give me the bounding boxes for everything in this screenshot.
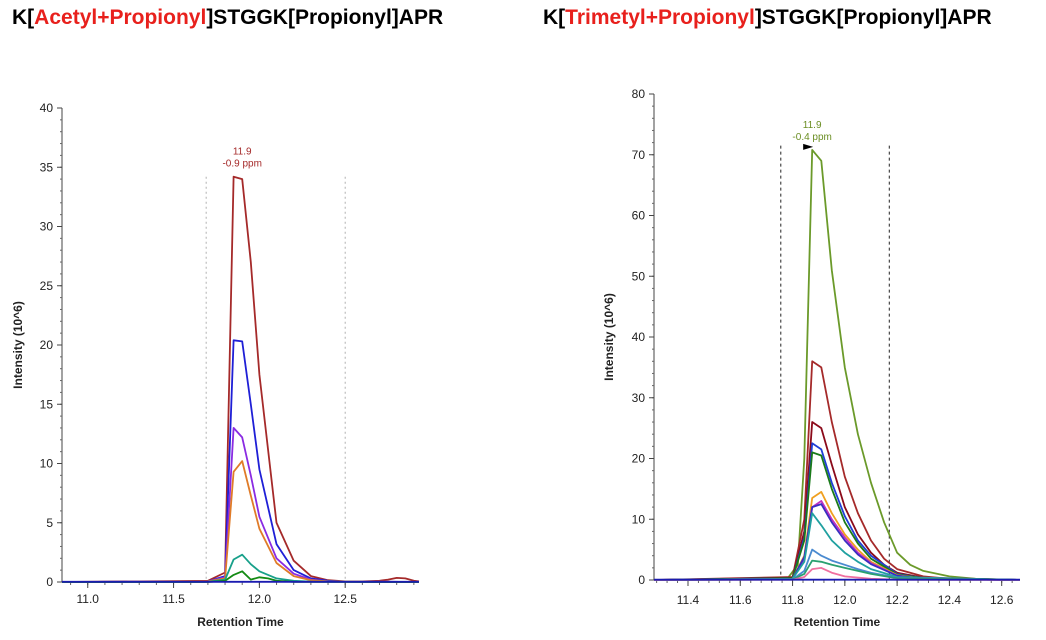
right-y-tick-label: 50 — [632, 269, 646, 283]
left-peak-ppm-label: -0.9 ppm — [222, 159, 261, 170]
right-series-light-blue — [653, 548, 1021, 581]
right-series-olive — [653, 148, 1021, 581]
right-y-tick-label: 20 — [632, 452, 646, 466]
right-y-tick-label: 0 — [638, 573, 645, 587]
right-y-tick-label: 40 — [632, 330, 646, 344]
right-series-green — [653, 451, 1021, 581]
title-right-modification: Trimetyl+Propionyl — [565, 6, 755, 29]
right-series-sea-green — [653, 559, 1021, 581]
right-y-tick-label: 10 — [632, 512, 646, 526]
right-x-tick-label: 11.8 — [781, 593, 804, 607]
left-y-axis-label: Intensity (10^6) — [11, 301, 25, 389]
right-peak-ppm-label: -0.4 ppm — [792, 132, 831, 143]
left-series-orange — [61, 460, 420, 583]
title-right-prefix: K[ — [543, 6, 566, 29]
right-y-axis-label: Intensity (10^6) — [602, 293, 616, 381]
title-left-suffix: ]STGGK[Propionyl]APR — [206, 6, 444, 29]
chart-left-title: K[Acetyl+Propionyl]STGGK[Propionyl]APR — [12, 6, 443, 30]
left-x-tick-label: 11.5 — [162, 592, 185, 606]
right-x-tick-label: 11.6 — [729, 593, 752, 607]
left-y-tick-label: 0 — [46, 575, 53, 589]
left-y-tick-label: 20 — [40, 338, 54, 352]
right-series-magenta — [653, 500, 1021, 581]
right-x-axis-label: Retention Time — [794, 615, 881, 629]
left-y-tick-label: 5 — [46, 516, 53, 530]
title-right-suffix: ]STGGK[Propionyl]APR — [754, 6, 992, 29]
left-x-tick-label: 12.5 — [334, 592, 358, 606]
right-series-teal — [653, 512, 1021, 581]
right-series-brown — [653, 360, 1021, 581]
left-y-tick-label: 30 — [40, 220, 54, 234]
left-y-tick-label: 40 — [40, 101, 54, 115]
chart-right-title: K[Trimetyl+Propionyl]STGGK[Propionyl]APR — [543, 6, 992, 30]
left-x-tick-label: 12.0 — [248, 592, 272, 606]
right-x-tick-label: 11.4 — [677, 593, 700, 607]
right-x-tick-label: 12.0 — [833, 593, 857, 607]
right-x-tick-label: 12.2 — [885, 593, 909, 607]
right-series-blue — [653, 442, 1021, 581]
right-x-tick-label: 12.6 — [990, 593, 1014, 607]
right-y-tick-label: 30 — [632, 391, 646, 405]
right-peak-rt-label: 11.9 — [803, 120, 822, 131]
title-left-modification: Acetyl+Propionyl — [34, 6, 207, 29]
left-y-tick-label: 10 — [40, 457, 54, 471]
left-x-tick-label: 11.0 — [77, 592, 100, 606]
right-series-indigo — [653, 503, 1021, 581]
left-peak-rt-label: 11.9 — [233, 147, 252, 158]
title-left-prefix: K[ — [12, 6, 35, 29]
right-x-tick-label: 12.4 — [938, 593, 962, 607]
left-y-tick-label: 15 — [40, 397, 54, 411]
right-y-tick-label: 70 — [632, 148, 646, 162]
right-peak-marker-icon — [803, 143, 814, 150]
right-y-tick-label: 60 — [632, 209, 646, 223]
right-y-tick-label: 80 — [632, 87, 646, 101]
left-y-tick-label: 25 — [40, 279, 54, 293]
left-x-axis-label: Retention Time — [197, 615, 284, 629]
left-y-tick-label: 35 — [40, 160, 54, 174]
left-series-brown — [61, 175, 420, 583]
